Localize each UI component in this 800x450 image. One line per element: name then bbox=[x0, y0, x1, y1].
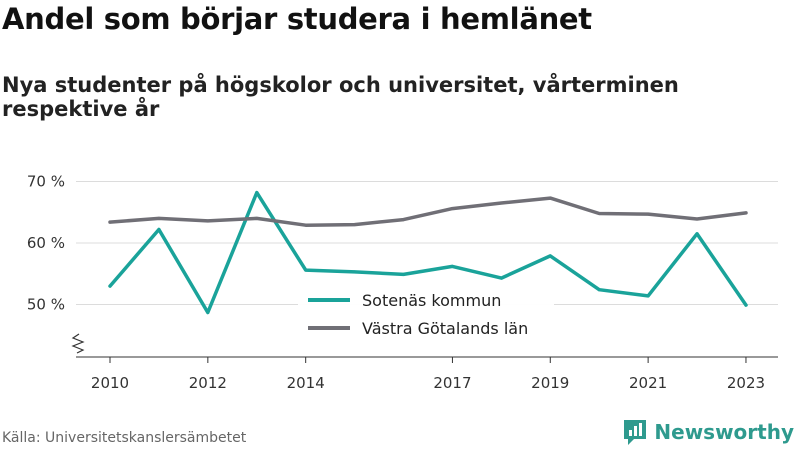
x-tick-label: 2021 bbox=[629, 374, 667, 392]
data-point bbox=[744, 211, 748, 215]
chart-subtitle: Nya studenter på högskolor och universit… bbox=[2, 73, 679, 121]
data-point bbox=[206, 219, 210, 223]
data-point bbox=[695, 232, 699, 236]
y-tick-label: 70 % bbox=[27, 173, 65, 191]
legend-label: Sotenäs kommun bbox=[362, 291, 501, 310]
data-point bbox=[255, 216, 259, 220]
x-axis: 2010 2012 2014 2017 2019 2021 2023 bbox=[71, 333, 778, 392]
data-point bbox=[304, 223, 308, 227]
series-lines bbox=[108, 190, 748, 315]
data-point bbox=[450, 264, 454, 268]
x-tick-label: 2019 bbox=[531, 374, 569, 392]
data-point bbox=[597, 288, 601, 292]
data-point bbox=[353, 223, 357, 227]
y-tick-label: 60 % bbox=[27, 234, 65, 252]
chart-title: Andel som börjar studera i hemlänet bbox=[2, 2, 592, 36]
data-point bbox=[499, 201, 503, 205]
data-point bbox=[402, 218, 406, 222]
bar-chart-logo-icon bbox=[624, 420, 647, 445]
series-line-1 bbox=[108, 190, 748, 315]
data-point bbox=[402, 272, 406, 276]
x-tick-label: 2017 bbox=[433, 374, 471, 392]
x-tick-label: 2010 bbox=[91, 374, 129, 392]
data-point bbox=[548, 196, 552, 200]
data-point bbox=[304, 268, 308, 272]
data-point bbox=[108, 220, 112, 224]
x-tick-label: 2012 bbox=[189, 374, 227, 392]
brand-logo: Newsworthy bbox=[622, 418, 794, 446]
x-tick-label: 2023 bbox=[727, 374, 765, 392]
data-point bbox=[157, 227, 161, 231]
legend-background bbox=[298, 287, 554, 343]
axis-break-icon bbox=[71, 333, 85, 354]
grid-lines: 50 % 60 % 70 % bbox=[27, 173, 778, 314]
data-point bbox=[353, 270, 357, 274]
data-point bbox=[646, 212, 650, 216]
data-point bbox=[206, 310, 210, 314]
y-tick-label: 50 % bbox=[27, 296, 65, 314]
data-point bbox=[646, 294, 650, 298]
data-point bbox=[744, 303, 748, 307]
data-point bbox=[255, 191, 259, 195]
data-point bbox=[695, 217, 699, 221]
data-point bbox=[499, 276, 503, 280]
series-line-2 bbox=[108, 196, 748, 227]
legend-label: Västra Götalands län bbox=[362, 319, 528, 338]
data-point bbox=[548, 254, 552, 258]
legend: Sotenäs kommun Västra Götalands län bbox=[298, 287, 554, 343]
line-chart: 50 % 60 % 70 % 2010 2012 2014 2017 2019 2021 202… bbox=[27, 173, 778, 392]
data-point bbox=[450, 207, 454, 211]
source-note: Källa: Universitetskanslersämbetet bbox=[2, 430, 247, 446]
data-point bbox=[597, 211, 601, 215]
data-point bbox=[157, 216, 161, 220]
x-tick-label: 2014 bbox=[287, 374, 325, 392]
data-point bbox=[108, 284, 112, 288]
brand-name: Newsworthy bbox=[654, 420, 794, 444]
